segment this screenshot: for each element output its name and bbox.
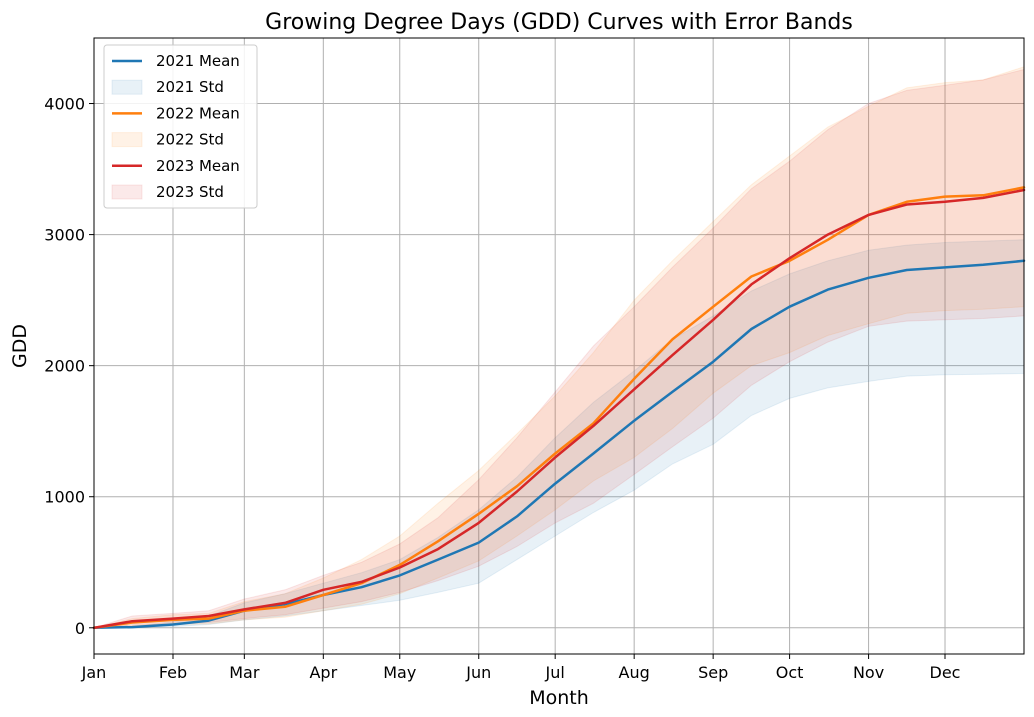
mean-line-2023 — [92, 188, 1026, 630]
legend-swatch-std-2023 — [111, 184, 143, 200]
x-tick-label: Oct — [776, 663, 804, 682]
y-tick-label: 3000 — [44, 226, 85, 245]
x-axis-label: Month — [529, 687, 589, 709]
x-tick-label: Feb — [159, 663, 187, 682]
legend-swatch-std-2021 — [111, 79, 143, 95]
legend-label-mean-2021: 2021 Mean — [156, 52, 240, 70]
legend-label-std-2023: 2023 Std — [156, 183, 224, 201]
x-tick-label: Mar — [229, 663, 260, 682]
legend-label-mean-2022: 2022 Mean — [156, 104, 240, 122]
x-tick-label: Jul — [545, 663, 565, 682]
plot-frame — [93, 37, 1025, 655]
legend-label-std-2021: 2021 Std — [156, 78, 224, 96]
grid-lines — [93, 38, 1024, 654]
x-tick-label: Jan — [81, 663, 107, 682]
x-tick-label: Nov — [853, 663, 884, 682]
y-tick-label: 2000 — [44, 357, 85, 376]
mean-lines — [92, 186, 1026, 630]
x-tick-label: May — [383, 663, 416, 682]
x-tick-label: Sep — [698, 663, 728, 682]
y-tick-label: 1000 — [44, 488, 85, 507]
legend-box — [103, 44, 258, 209]
legend: 2021 Mean 2021 Std 2022 Mean 2022 Std 2023 M… — [103, 44, 258, 209]
x-tick-label: Aug — [619, 663, 650, 682]
chart-title: Growing Degree Days (GDD) Curves with Er… — [265, 10, 853, 35]
y-tick-label: 0 — [75, 619, 85, 638]
legend-label-std-2022: 2022 Std — [156, 131, 224, 149]
legend-swatch-std-2022 — [111, 132, 143, 148]
legend-label-mean-2023: 2023 Mean — [156, 157, 240, 175]
y-axis-label: GDD — [9, 324, 31, 368]
x-tick-label: Dec — [930, 663, 961, 682]
x-tick-label: Apr — [309, 663, 337, 682]
x-tick-label: Jun — [465, 663, 491, 682]
axis-ticks: Jan Feb Mar Apr May Jun Jul Aug Sep Oct Nov Dec 0 100… — [44, 95, 960, 682]
y-tick-label: 4000 — [44, 95, 85, 114]
